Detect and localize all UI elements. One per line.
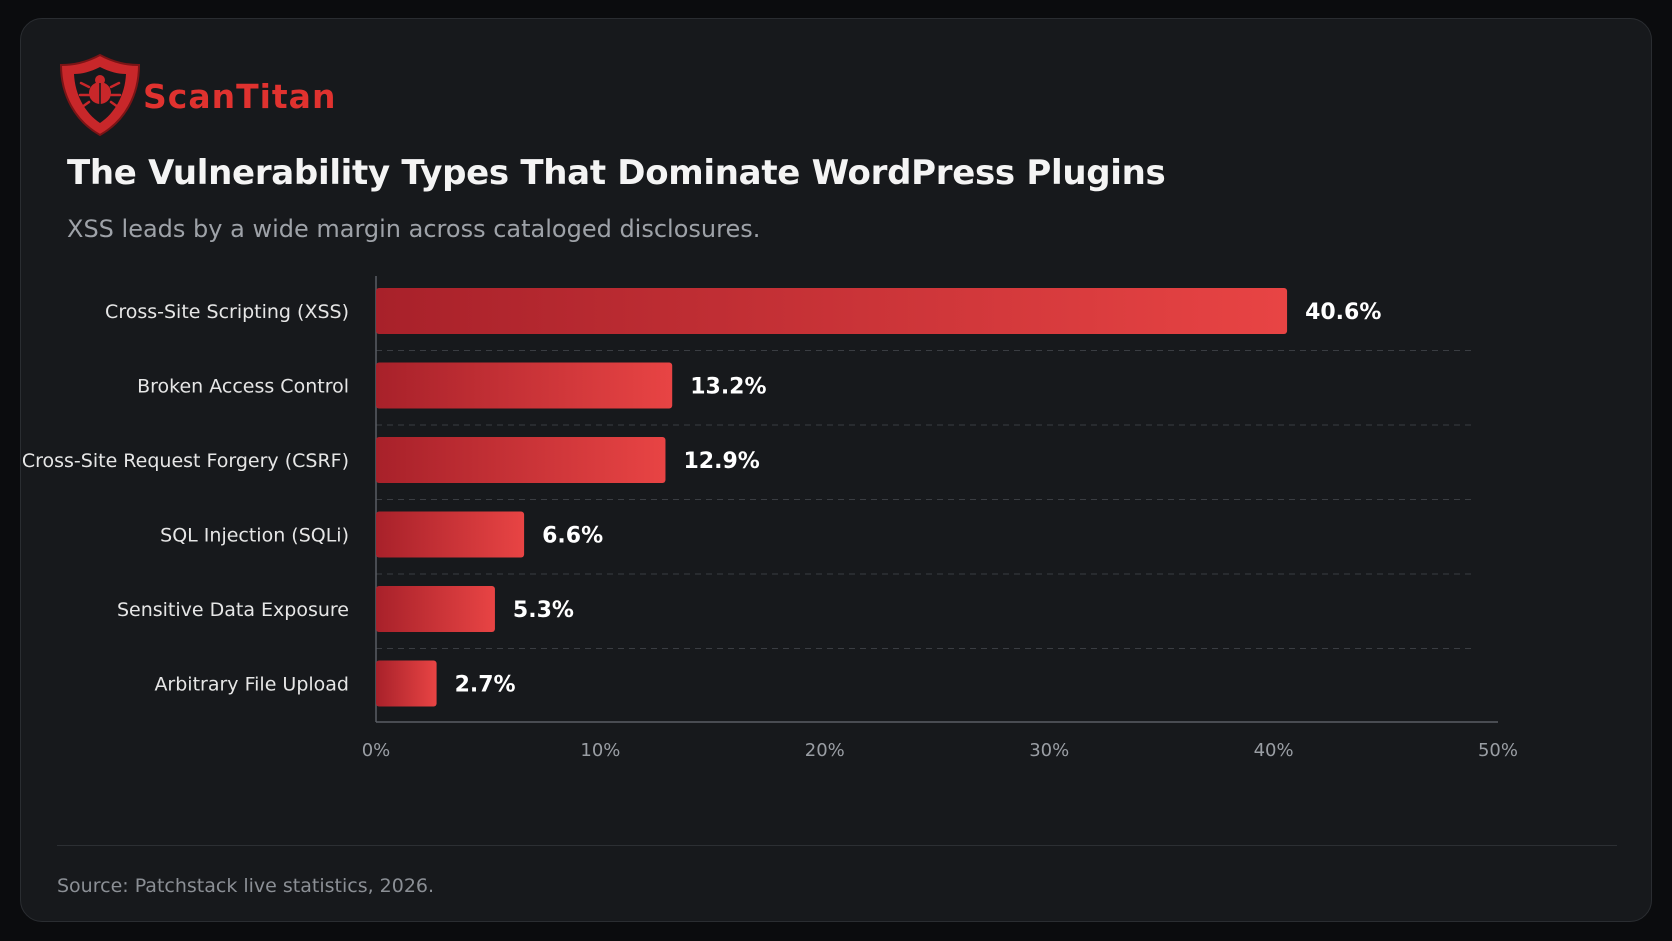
bar — [376, 511, 525, 558]
bar — [376, 362, 673, 409]
x-tick-label: 10% — [580, 740, 620, 761]
value-label: 2.7% — [455, 673, 516, 698]
category-label: Broken Access Control — [137, 376, 349, 398]
x-tick-label: 30% — [1029, 740, 1069, 761]
category-label: Cross-Site Request Forgery (CSRF) — [22, 450, 349, 472]
value-label: 40.6% — [1305, 300, 1381, 325]
value-label: 6.6% — [542, 524, 603, 549]
bar-chart: Cross-Site Scripting (XSS) 40.6% Broken Ac… — [22, 276, 1518, 761]
chart-subtitle: XSS leads by a wide margin across catalo… — [67, 215, 761, 243]
chart-title: The Vulnerability Types That Dominate Wo… — [67, 153, 1166, 193]
category-label: Sensitive Data Exposure — [117, 599, 349, 621]
brand-name: ScanTitan — [143, 77, 337, 116]
x-tick-label: 50% — [1478, 740, 1518, 761]
chart-card: ScanTitan The Vulnerability Types That D… — [20, 18, 1652, 922]
value-label: 5.3% — [513, 598, 574, 623]
value-label: 12.9% — [683, 449, 759, 474]
x-tick-label: 20% — [805, 740, 845, 761]
x-tick-label: 0% — [362, 740, 391, 761]
bar — [376, 586, 495, 632]
bar — [376, 288, 1288, 334]
category-label: Arbitrary File Upload — [154, 674, 349, 696]
category-label: SQL Injection (SQLi) — [160, 525, 349, 547]
source-note: Source: Patchstack live statistics, 2026… — [57, 875, 435, 897]
x-tick-label: 40% — [1254, 740, 1294, 761]
bar — [376, 437, 666, 483]
value-label: 13.2% — [690, 375, 766, 400]
bar — [376, 660, 437, 707]
category-label: Cross-Site Scripting (XSS) — [105, 301, 349, 323]
shield-bug-icon — [59, 53, 141, 137]
footer-divider — [57, 845, 1617, 846]
